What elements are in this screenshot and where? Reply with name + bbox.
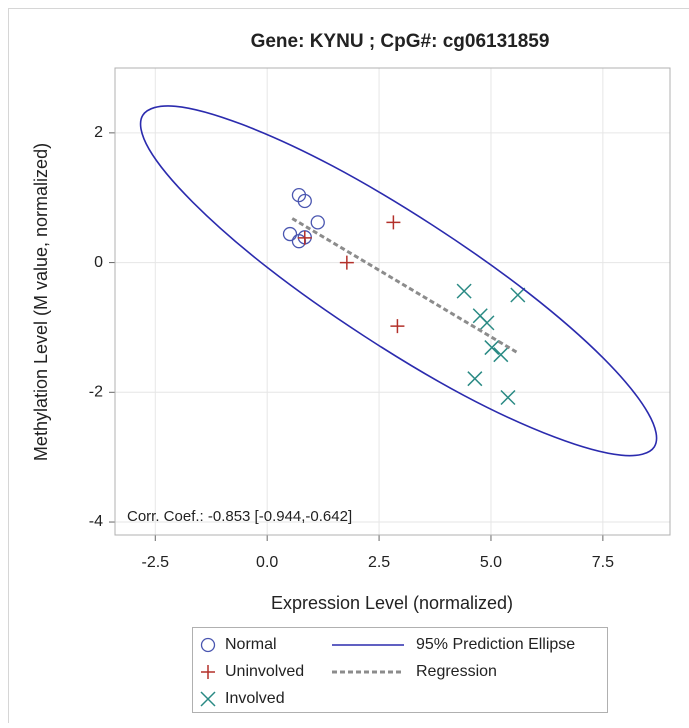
annotation: Corr. Coef.: -0.853 [-0.944,-0.642] (127, 508, 352, 525)
x-tick-label: -2.5 (141, 554, 169, 571)
legend-label: 95% Prediction Ellipse (416, 636, 575, 653)
x-tick-label: 5.0 (480, 554, 502, 571)
legend-label: Uninvolved (225, 663, 304, 680)
legend-label: Regression (416, 663, 497, 680)
x-axis-label: Expression Level (normalized) (271, 593, 513, 613)
y-tick-label: 0 (94, 254, 103, 271)
y-axis-label: Methylation Level (M value, normalized) (31, 143, 51, 461)
chart-title: Gene: KYNU ; CpG#: cg06131859 (251, 31, 550, 52)
y-tick-label: -4 (89, 513, 103, 530)
x-tick-label: 2.5 (368, 554, 390, 571)
y-tick-label: -2 (89, 384, 103, 401)
x-tick-label: 0.0 (256, 554, 278, 571)
y-tick-label: 2 (94, 124, 103, 141)
plot-frame (115, 68, 670, 535)
legend-label: Normal (225, 636, 277, 653)
legend-label: Involved (225, 690, 285, 707)
x-tick-label: 7.5 (592, 554, 614, 571)
